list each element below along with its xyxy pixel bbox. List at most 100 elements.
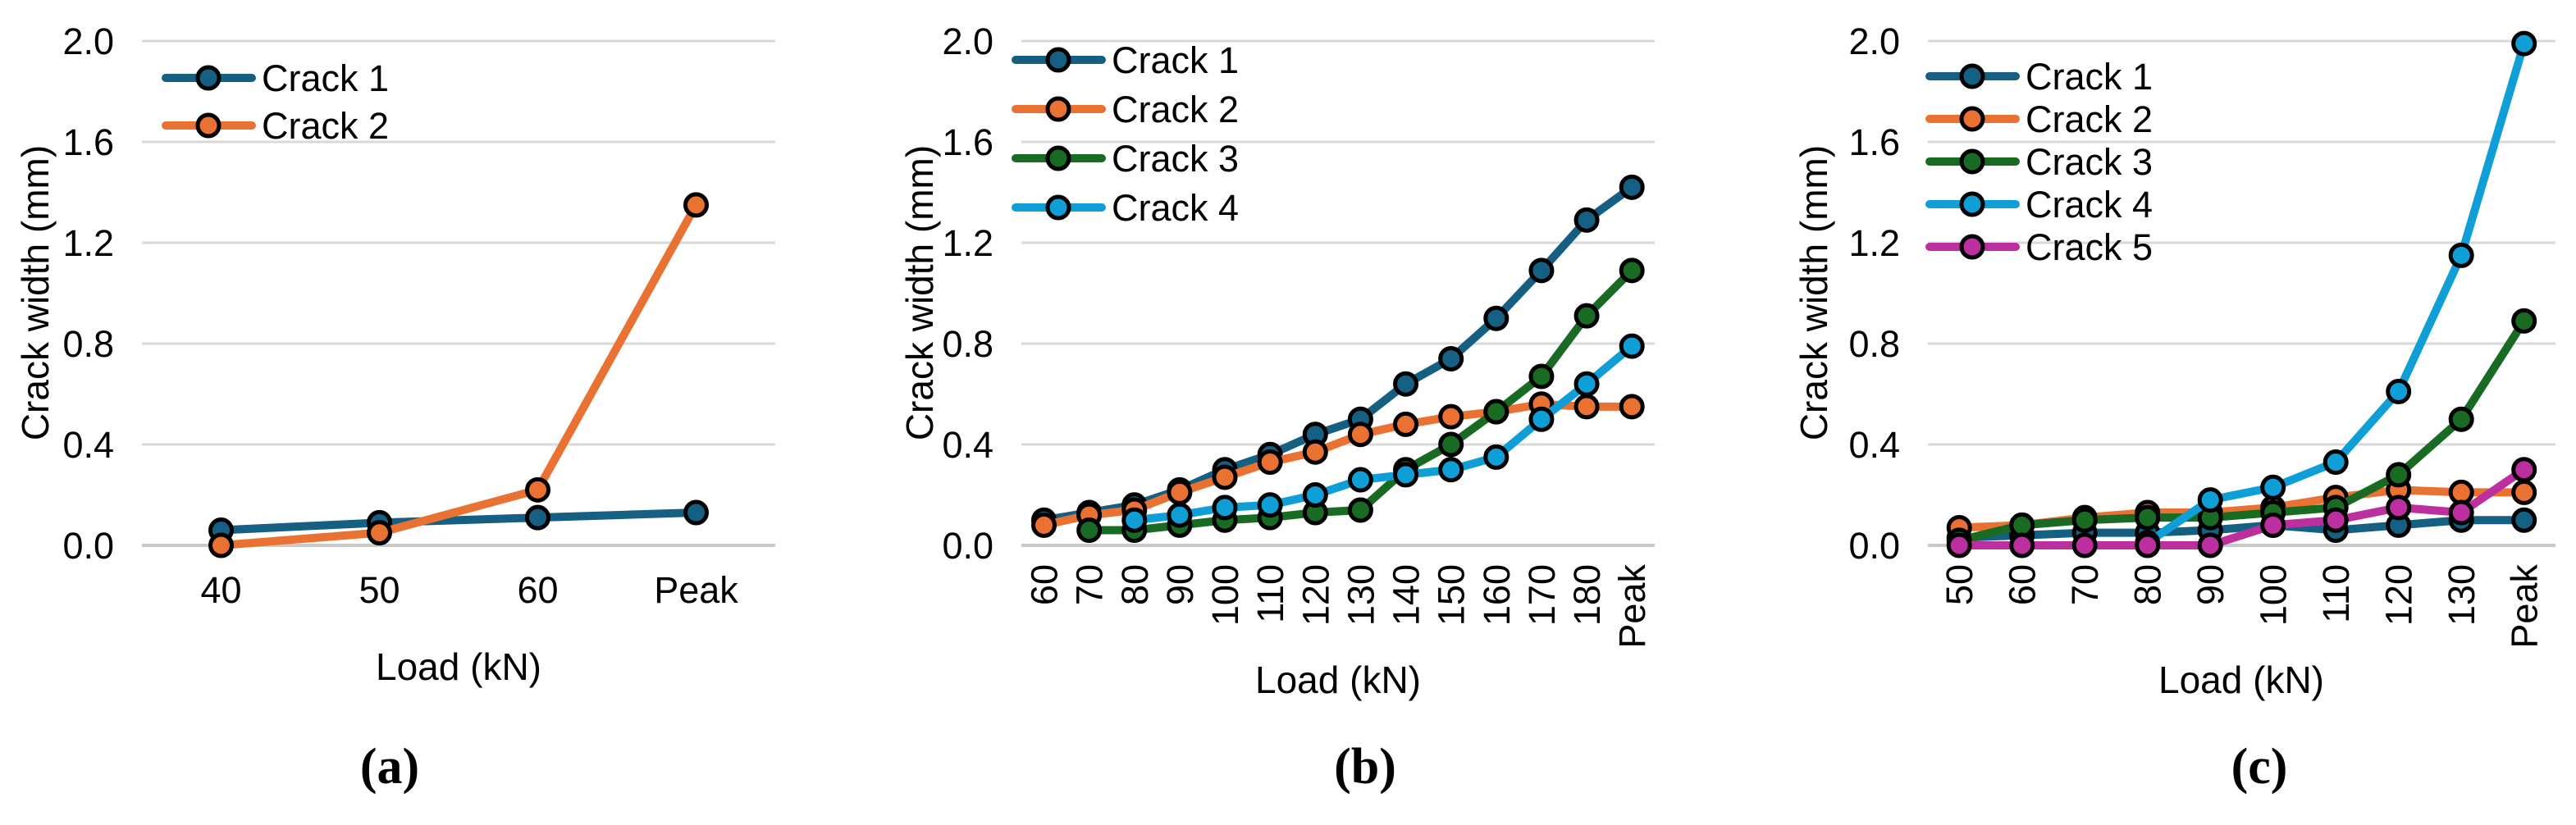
- legend-swatch-marker: [1959, 191, 1985, 217]
- x-tick-label: 60: [1024, 564, 1066, 605]
- data-point-crack-2: [1212, 464, 1238, 490]
- data-point-crack-5: [2448, 499, 2474, 526]
- y-tick-label: 1.2: [62, 222, 114, 264]
- chart-panel-a: 0.0 0.4 0.8 1.2 1.6 2.0 40 50 60 Peak Crack 1 Crack…: [62, 21, 775, 611]
- data-point-crack-4: [1167, 502, 1193, 528]
- y-tick-label: 2.0: [1848, 21, 1900, 62]
- data-point-crack-2: [2511, 479, 2537, 505]
- legend-swatch-marker: [1959, 63, 1985, 89]
- data-point-crack-5: [2135, 532, 2161, 558]
- x-tick-label: 70: [1069, 564, 1111, 605]
- y-axis-title-a: Crack width (mm): [14, 144, 57, 441]
- data-point-crack-4: [1302, 482, 1328, 508]
- data-point-crack-5: [2071, 532, 2098, 558]
- data-point-crack-4: [1438, 457, 1464, 483]
- legend-swatch-marker: [1959, 148, 1985, 175]
- x-tick-label: 180: [1566, 564, 1608, 626]
- legend-swatch-marker: [1045, 47, 1071, 73]
- data-point-crack-4: [2386, 378, 2412, 404]
- data-point-crack-1: [1528, 258, 1555, 284]
- data-point-crack-2: [1031, 512, 1057, 538]
- legend-item-label: Crack 1: [1112, 39, 1239, 81]
- x-tick-label: Peak: [654, 569, 738, 611]
- x-axis-title-a: Load (kN): [376, 645, 541, 688]
- data-point-crack-3: [2071, 507, 2098, 533]
- x-tick-label: 70: [2064, 564, 2106, 605]
- y-tick-label: 0.8: [62, 323, 114, 365]
- data-point-crack-1: [683, 499, 709, 526]
- data-point-crack-4: [2323, 449, 2349, 476]
- legend-item-label: Crack 3: [1112, 138, 1239, 180]
- x-tick-label: 170: [1521, 564, 1563, 626]
- legend-item-label: Crack 5: [2026, 226, 2153, 268]
- y-tick-label: 1.2: [942, 222, 993, 264]
- data-point-crack-2: [2448, 479, 2474, 505]
- data-point-crack-4: [2260, 474, 2286, 500]
- legend-swatch-marker: [1959, 106, 1985, 132]
- y-tick-label: 1.2: [1848, 222, 1900, 264]
- x-tick-label: 60: [517, 569, 558, 611]
- x-tick-label: Peak: [2504, 564, 2546, 649]
- legend-item-label: Crack 2: [1112, 89, 1239, 130]
- series-line-crack-5: [1955, 465, 2528, 549]
- data-point-crack-2: [1347, 422, 1373, 448]
- legend-swatch-marker: [195, 112, 222, 139]
- y-tick-label: 0.4: [1848, 424, 1900, 466]
- data-point-crack-3: [1076, 517, 1103, 544]
- data-point-crack-5: [2511, 457, 2537, 483]
- y-tick-label: 0.4: [62, 424, 114, 466]
- legend-item: Crack 4: [1012, 187, 1239, 229]
- x-tick-label: 160: [1476, 564, 1518, 626]
- x-tick-label: 110: [2315, 564, 2357, 623]
- series-line-crack-2: [217, 200, 701, 549]
- data-point-crack-2: [367, 520, 392, 546]
- x-axis-title-c: Load (kN): [2158, 659, 2324, 701]
- data-point-crack-3: [2135, 504, 2161, 531]
- legend-swatch-marker: [1045, 96, 1071, 122]
- data-point-crack-5: [2386, 495, 2412, 521]
- legend-item-label: Crack 4: [1112, 187, 1239, 229]
- legend-item-label: Crack 1: [2026, 56, 2153, 98]
- panel-caption-b: (b): [1334, 739, 1396, 795]
- data-point-crack-5: [2260, 512, 2286, 538]
- data-point-crack-2: [525, 476, 550, 503]
- data-point-crack-2: [1257, 449, 1283, 476]
- data-point-crack-5: [2323, 507, 2349, 533]
- y-axis-title-b: Crack width (mm): [898, 144, 941, 441]
- series-line-crack-3: [1955, 317, 2528, 545]
- legend-swatch-marker: [1045, 145, 1071, 171]
- data-point-crack-2: [683, 192, 709, 218]
- data-point-crack-3: [2511, 308, 2537, 334]
- x-tick-label: 140: [1386, 564, 1427, 626]
- y-tick-label: 0.4: [942, 424, 993, 466]
- legend-swatch-marker: [195, 65, 222, 91]
- x-tick-label: 110: [1249, 564, 1291, 623]
- data-point-crack-2: [1167, 479, 1193, 505]
- y-tick-label: 1.6: [62, 121, 114, 163]
- data-point-crack-4: [2511, 30, 2537, 57]
- data-point-crack-1: [1393, 371, 1419, 397]
- data-point-crack-3: [1438, 431, 1464, 458]
- data-point-crack-4: [1393, 462, 1419, 488]
- data-point-crack-4: [1257, 492, 1283, 518]
- data-point-crack-1: [1619, 174, 1645, 200]
- series-line-crack-1: [1955, 516, 2528, 542]
- data-point-crack-4: [2197, 487, 2223, 513]
- y-tick-label: 0.0: [62, 525, 114, 567]
- x-tick-label: 100: [2253, 564, 2295, 626]
- series-line-crack-1: [1039, 183, 1637, 525]
- chart-panel-b: 0.0 0.4 0.8 1.2 1.6 2.0 60 70 80 90 100 110 120 130 14…: [942, 21, 1655, 649]
- data-point-crack-2: [208, 532, 234, 558]
- data-point-crack-1: [525, 504, 550, 531]
- y-tick-label: 0.0: [942, 525, 993, 567]
- data-point-crack-4: [1483, 444, 1510, 470]
- data-point-crack-1: [1483, 305, 1510, 331]
- legend-item: Crack 3: [1012, 138, 1239, 180]
- x-tick-label: 40: [200, 569, 241, 611]
- y-tick-label: 0.0: [1848, 525, 1900, 567]
- y-tick-label: 1.6: [1848, 121, 1900, 163]
- data-point-crack-2: [1573, 394, 1600, 420]
- data-point-crack-3: [1573, 303, 1600, 329]
